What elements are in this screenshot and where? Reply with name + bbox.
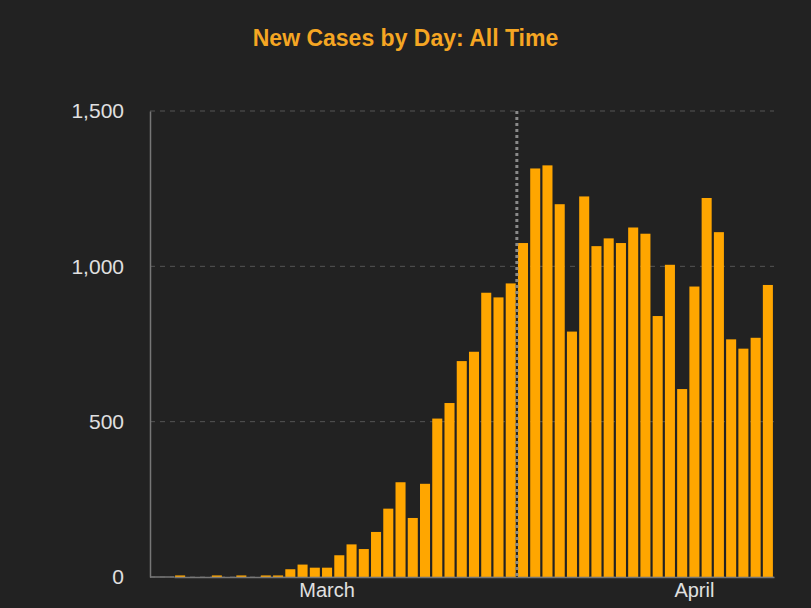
x-tick-label: March [299, 579, 355, 601]
bar [298, 565, 308, 577]
bar [579, 196, 589, 577]
bar [493, 297, 503, 577]
background [0, 0, 811, 608]
bar [616, 243, 626, 577]
bar [653, 316, 663, 577]
bar [677, 389, 687, 577]
x-tick: April [674, 577, 714, 601]
bar [310, 568, 320, 577]
y-axis-line [150, 112, 152, 578]
y-tick-label: 1,500 [71, 99, 124, 122]
bar [457, 361, 467, 577]
chart: New Cases by Day: All Time 0 500 1,000 1,500… [0, 0, 811, 608]
y-tick: 1,000 [71, 255, 150, 278]
x-axis: March April [175, 577, 775, 601]
bar [420, 484, 430, 577]
bar [444, 403, 454, 577]
bar [714, 232, 724, 577]
bar [518, 243, 528, 577]
x-tick: March [299, 577, 355, 601]
grid-line [150, 111, 774, 112]
bar [542, 165, 552, 577]
bar [359, 549, 369, 577]
y-tick: 500 [89, 410, 150, 433]
bar [640, 234, 650, 577]
y-tick-label: 1,000 [71, 255, 124, 278]
y-tick: 0 [112, 565, 150, 588]
bar [751, 338, 761, 577]
y-tick: 1,500 [71, 99, 150, 122]
x-axis-line [175, 577, 775, 579]
bar [469, 352, 479, 577]
plot-area [175, 111, 773, 577]
bar [322, 568, 332, 577]
bar [726, 339, 736, 577]
reference-line [515, 111, 518, 577]
x-axis-line [150, 576, 174, 578]
bar [665, 265, 675, 577]
bar [347, 544, 357, 577]
bar [371, 532, 381, 577]
bar [567, 332, 577, 577]
bar [702, 198, 712, 577]
y-axis: 0 500 1,000 1,500 [71, 99, 150, 588]
bar [763, 285, 773, 577]
bar [481, 293, 491, 577]
bar [689, 287, 699, 577]
y-tick-label: 500 [89, 410, 124, 433]
y-tick-label: 0 [112, 565, 124, 588]
bar [628, 228, 638, 578]
bar [383, 509, 393, 577]
grid-line [150, 266, 774, 267]
bar [408, 518, 418, 577]
bar [530, 168, 540, 577]
bar [555, 204, 565, 577]
x-tick-label: April [674, 579, 714, 601]
bar [604, 238, 614, 577]
bar [506, 283, 516, 577]
bar [591, 246, 601, 577]
grid [150, 111, 774, 577]
title: New Cases by Day: All Time [253, 25, 559, 51]
bar [432, 419, 442, 577]
bar [396, 482, 406, 577]
bar [285, 569, 295, 577]
bar [738, 349, 748, 577]
bar [334, 555, 344, 577]
